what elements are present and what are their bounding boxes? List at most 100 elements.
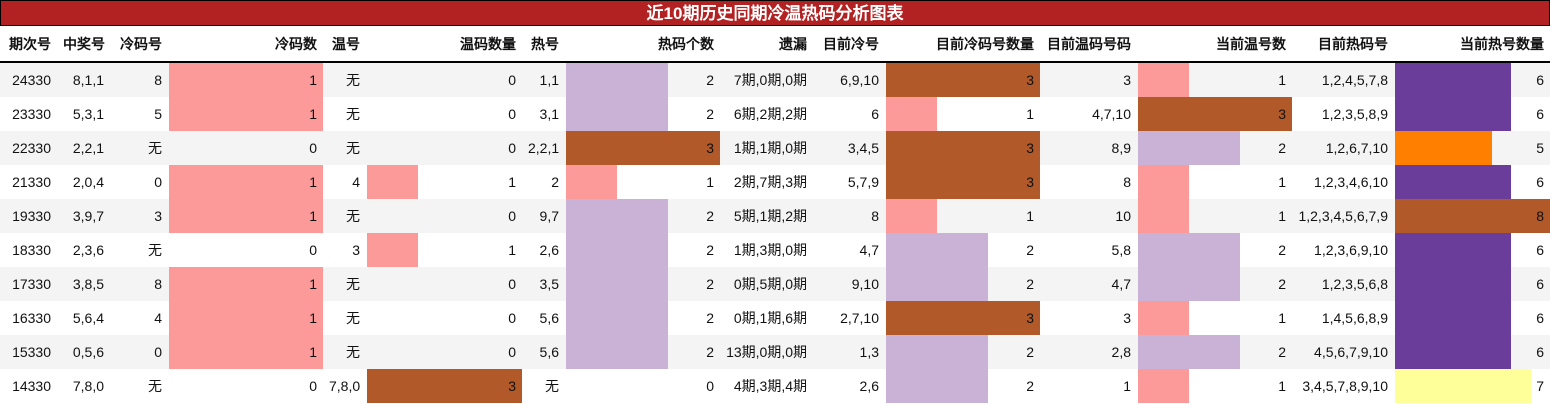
column-header[interactable]: 温码数量 bbox=[366, 26, 522, 63]
column-header[interactable]: 目前冷码号数量 bbox=[885, 26, 1040, 63]
data-bar bbox=[367, 233, 418, 267]
column-header[interactable]: 目前温码号码 bbox=[1040, 26, 1137, 63]
table-cell: 无 bbox=[110, 233, 168, 267]
cell-value: 7 bbox=[1536, 378, 1544, 394]
data-bar bbox=[169, 165, 323, 199]
table-cell: 1,2,3,4,6,10 bbox=[1292, 165, 1394, 199]
cell-value: 1 bbox=[1278, 72, 1286, 88]
cell-value: 3 bbox=[1026, 140, 1034, 156]
column-header[interactable]: 当前热号数量 bbox=[1394, 26, 1550, 63]
cell-value: 6 bbox=[1536, 174, 1544, 190]
data-bar bbox=[1138, 97, 1292, 131]
data-bar bbox=[886, 301, 1040, 335]
cell-value: 0 bbox=[508, 276, 516, 292]
data-bar bbox=[1395, 369, 1531, 403]
cell-value: 2 bbox=[1026, 344, 1034, 360]
column-header[interactable]: 中奖号 bbox=[57, 26, 110, 63]
table-cell: 15330 bbox=[0, 335, 57, 369]
data-bar-cell: 0 bbox=[366, 267, 522, 301]
cell-value: 2 bbox=[706, 242, 714, 258]
data-bar-cell: 6 bbox=[1394, 233, 1550, 267]
data-bar-cell: 1 bbox=[1137, 62, 1292, 97]
data-bar-cell: 2 bbox=[565, 335, 720, 369]
column-header[interactable]: 当前温号数 bbox=[1137, 26, 1292, 63]
table-cell: 5,8 bbox=[1040, 233, 1137, 267]
table-cell: 1,1 bbox=[522, 62, 565, 97]
table-row: 15330 0,5,6 0 1 无 0 5,6 2 13期,0期,0期 1,3 2 2,8 2 4,5,6… bbox=[0, 335, 1550, 369]
table-cell: 23330 bbox=[0, 97, 57, 131]
table-cell: 3,1 bbox=[522, 97, 565, 131]
cell-value: 3 bbox=[1278, 106, 1286, 122]
column-header[interactable]: 期次号 bbox=[0, 26, 57, 63]
cell-value: 1 bbox=[309, 174, 317, 190]
cell-value: 3 bbox=[1026, 310, 1034, 326]
table-cell: 4,5,6,7,9,10 bbox=[1292, 335, 1394, 369]
table-row: 22330 2,2,1 无 0 无 0 2,2,1 3 1期,1期,0期 3,4,5 3 8,9 2 1,… bbox=[0, 131, 1550, 165]
cell-value: 1 bbox=[1026, 106, 1034, 122]
table-cell: 2,6 bbox=[522, 233, 565, 267]
data-bar-cell: 1 bbox=[1137, 165, 1292, 199]
table-cell: 7期,0期,0期 bbox=[720, 62, 813, 97]
cell-value: 3 bbox=[706, 140, 714, 156]
cell-value: 3 bbox=[1026, 72, 1034, 88]
data-bar bbox=[1395, 233, 1511, 267]
table-cell: 0 bbox=[110, 165, 168, 199]
cell-value: 1 bbox=[508, 174, 516, 190]
data-bar bbox=[566, 165, 617, 199]
cell-value: 1 bbox=[309, 310, 317, 326]
table-cell: 无 bbox=[323, 131, 366, 165]
cell-value: 6 bbox=[1536, 242, 1544, 258]
data-bar bbox=[1395, 267, 1511, 301]
data-bar bbox=[1395, 97, 1511, 131]
cell-value: 6 bbox=[1536, 276, 1544, 292]
column-header[interactable]: 冷码数 bbox=[168, 26, 323, 63]
table-cell: 3,4,5 bbox=[813, 131, 885, 165]
table-cell: 2,0,4 bbox=[57, 165, 110, 199]
column-header[interactable]: 温号 bbox=[323, 26, 366, 63]
table-cell: 0,5,6 bbox=[57, 335, 110, 369]
data-bar bbox=[1138, 233, 1241, 267]
cell-value: 0 bbox=[508, 344, 516, 360]
cell-value: 1 bbox=[309, 276, 317, 292]
data-bar-cell: 1 bbox=[168, 199, 323, 233]
table-cell: 18330 bbox=[0, 233, 57, 267]
cell-value: 8 bbox=[1536, 208, 1544, 224]
cell-value: 0 bbox=[309, 242, 317, 258]
cell-value: 1 bbox=[1026, 208, 1034, 224]
data-bar-cell: 1 bbox=[366, 233, 522, 267]
data-bar bbox=[1138, 165, 1189, 199]
column-header[interactable]: 热号 bbox=[522, 26, 565, 63]
table-cell: 8 bbox=[813, 199, 885, 233]
data-bar bbox=[1395, 199, 1550, 233]
table-row: 17330 3,8,5 8 1 无 0 3,5 2 0期,5期,0期 9,10 2 4,7 2 1,2,3… bbox=[0, 267, 1550, 301]
column-header[interactable]: 遗漏 bbox=[720, 26, 813, 63]
data-bar-cell: 1 bbox=[168, 165, 323, 199]
data-bar-cell: 6 bbox=[1394, 62, 1550, 97]
data-bar-cell: 2 bbox=[565, 301, 720, 335]
data-bar-cell: 2 bbox=[565, 62, 720, 97]
cell-value: 5 bbox=[1536, 140, 1544, 156]
data-bar bbox=[1138, 369, 1189, 403]
table-row: 19330 3,9,7 3 1 无 0 9,7 2 5期,1期,2期 8 1 10 1 1,2,3,4,5… bbox=[0, 199, 1550, 233]
data-bar-cell: 2 bbox=[885, 233, 1040, 267]
table-cell: 无 bbox=[110, 131, 168, 165]
column-header[interactable]: 热码个数 bbox=[565, 26, 720, 63]
table-cell: 无 bbox=[323, 97, 366, 131]
data-bar-cell: 3 bbox=[885, 301, 1040, 335]
column-header[interactable]: 目前热码号 bbox=[1292, 26, 1394, 63]
data-bar bbox=[566, 267, 669, 301]
table-cell: 1,4,5,6,8,9 bbox=[1292, 301, 1394, 335]
table-cell: 5 bbox=[110, 97, 168, 131]
data-bar bbox=[1138, 63, 1189, 97]
data-bar bbox=[169, 301, 323, 335]
table-cell: 8 bbox=[1040, 165, 1137, 199]
column-header[interactable]: 冷码号 bbox=[110, 26, 168, 63]
data-bar-cell: 0 bbox=[366, 199, 522, 233]
table-cell: 5,6 bbox=[522, 301, 565, 335]
column-header[interactable]: 目前冷号 bbox=[813, 26, 885, 63]
cell-value: 3 bbox=[1026, 174, 1034, 190]
table-cell: 6 bbox=[813, 97, 885, 131]
cell-value: 1 bbox=[706, 174, 714, 190]
data-bar-cell: 2 bbox=[1137, 233, 1292, 267]
